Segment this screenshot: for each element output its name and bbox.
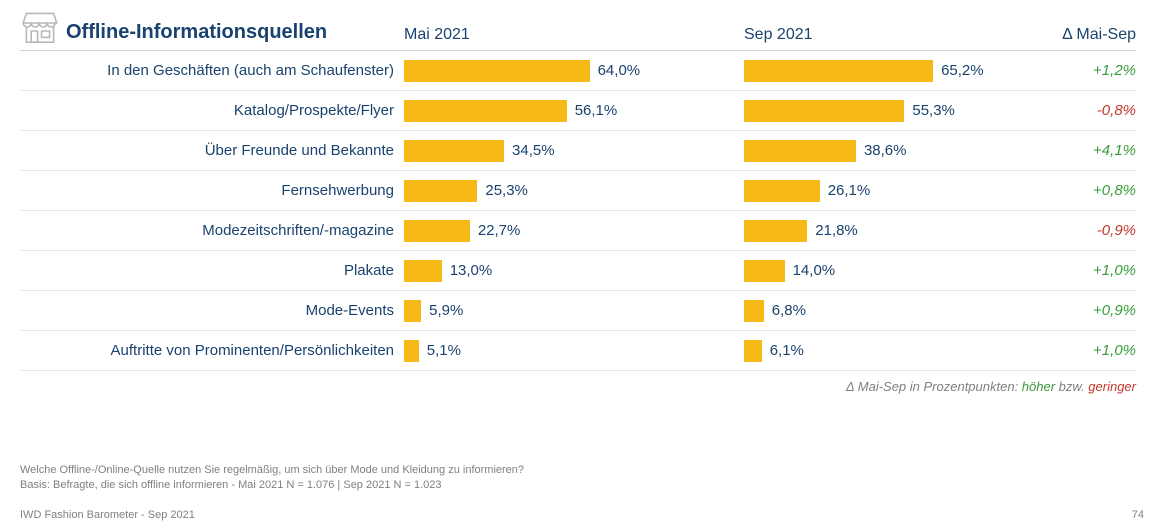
column-header-mai: Mai 2021 — [404, 26, 694, 44]
bar-value-sep: 26,1% — [828, 182, 871, 199]
table-row: Modezeitschriften/-magazine 22,7% 21,8% -0,… — [20, 211, 1136, 251]
bar-sep — [744, 300, 764, 322]
bar-cell-mai: 56,1% — [404, 91, 694, 130]
table-row: Plakate 13,0% 14,0% +1,0% — [20, 251, 1136, 291]
bar-mai — [404, 180, 477, 202]
delta-value: -0,8% — [1034, 102, 1136, 119]
slide: Offline-Informationsquellen Mai 2021 Sep… — [0, 0, 1164, 527]
bar-value-mai: 13,0% — [450, 262, 493, 279]
legend-mid: bzw. — [1055, 379, 1088, 394]
row-label: Plakate — [20, 262, 404, 279]
delta-value: +0,9% — [1034, 302, 1136, 319]
bar-cell-mai: 64,0% — [404, 51, 694, 90]
bar-cell-mai: 25,3% — [404, 171, 694, 210]
row-label: Modezeitschriften/-magazine — [20, 222, 404, 239]
bar-value-mai: 5,9% — [429, 302, 463, 319]
legend-higher: höher — [1022, 379, 1055, 394]
row-label: Über Freunde und Bekannte — [20, 142, 404, 159]
footer-page: 74 — [1132, 509, 1144, 521]
legend-prefix: Δ Mai-Sep in Prozentpunkten: — [846, 379, 1022, 394]
bar-mai — [404, 300, 421, 322]
legend-lower: geringer — [1088, 379, 1136, 394]
footer: IWD Fashion Barometer - Sep 2021 74 — [0, 509, 1164, 521]
bar-cell-sep: 55,3% — [744, 91, 1034, 130]
bar-cell-sep: 6,1% — [744, 331, 1034, 370]
bar-value-mai: 22,7% — [478, 222, 521, 239]
store-icon-cell — [20, 10, 64, 44]
table-row: Mode-Events 5,9% 6,8% +0,9% — [20, 291, 1136, 331]
bar-cell-sep: 21,8% — [744, 211, 1034, 250]
bar-value-mai: 64,0% — [598, 62, 641, 79]
bar-cell-sep: 26,1% — [744, 171, 1034, 210]
bar-mai — [404, 140, 504, 162]
bar-sep — [744, 100, 904, 122]
bar-sep — [744, 220, 807, 242]
bar-value-sep: 55,3% — [912, 102, 955, 119]
footnote-question: Welche Offline-/Online-Quelle nutzen Sie… — [20, 463, 524, 478]
row-label: Katalog/Prospekte/Flyer — [20, 102, 404, 119]
delta-value: -0,9% — [1034, 222, 1136, 239]
bar-value-mai: 25,3% — [485, 182, 528, 199]
bar-cell-mai: 5,9% — [404, 291, 694, 330]
row-label: Auftritte von Prominenten/Persönlichkeit… — [20, 342, 404, 359]
bar-value-sep: 14,0% — [793, 262, 836, 279]
bar-value-sep: 38,6% — [864, 142, 907, 159]
bar-cell-sep: 6,8% — [744, 291, 1034, 330]
bar-sep — [744, 260, 785, 282]
footer-source: IWD Fashion Barometer - Sep 2021 — [20, 509, 195, 521]
bar-mai — [404, 100, 567, 122]
bar-value-sep: 6,1% — [770, 342, 804, 359]
chart-title: Offline-Informationsquellen — [64, 21, 404, 44]
bar-sep — [744, 180, 820, 202]
bar-value-mai: 56,1% — [575, 102, 618, 119]
bar-cell-mai: 22,7% — [404, 211, 694, 250]
table-row: Auftritte von Prominenten/Persönlichkeit… — [20, 331, 1136, 371]
bar-value-mai: 5,1% — [427, 342, 461, 359]
footnotes: Welche Offline-/Online-Quelle nutzen Sie… — [20, 463, 524, 493]
bar-value-sep: 65,2% — [941, 62, 984, 79]
bar-sep — [744, 140, 856, 162]
table-row: Über Freunde und Bekannte 34,5% 38,6% +4,1% — [20, 131, 1136, 171]
bar-mai — [404, 60, 590, 82]
bar-cell-sep: 65,2% — [744, 51, 1034, 90]
store-icon — [20, 10, 60, 44]
bar-cell-sep: 38,6% — [744, 131, 1034, 170]
row-label: In den Geschäften (auch am Schaufenster) — [20, 62, 404, 79]
bar-cell-mai: 34,5% — [404, 131, 694, 170]
row-label: Mode-Events — [20, 302, 404, 319]
table-row: Fernsehwerbung 25,3% 26,1% +0,8% — [20, 171, 1136, 211]
bar-value-mai: 34,5% — [512, 142, 555, 159]
delta-value: +1,0% — [1034, 342, 1136, 359]
bar-sep — [744, 340, 762, 362]
column-header-sep: Sep 2021 — [744, 26, 1034, 44]
bar-cell-sep: 14,0% — [744, 251, 1034, 290]
bar-mai — [404, 220, 470, 242]
delta-value: +1,0% — [1034, 262, 1136, 279]
table-row: In den Geschäften (auch am Schaufenster)… — [20, 51, 1136, 91]
table-row: Katalog/Prospekte/Flyer 56,1% 55,3% -0,8% — [20, 91, 1136, 131]
chart-header: Offline-Informationsquellen Mai 2021 Sep… — [20, 10, 1136, 51]
delta-legend: Δ Mai-Sep in Prozentpunkten: höher bzw. … — [20, 379, 1136, 394]
chart-rows: In den Geschäften (auch am Schaufenster)… — [20, 51, 1136, 371]
row-label: Fernsehwerbung — [20, 182, 404, 199]
delta-value: +0,8% — [1034, 182, 1136, 199]
column-header-delta: Δ Mai-Sep — [1034, 26, 1136, 44]
delta-value: +1,2% — [1034, 62, 1136, 79]
bar-sep — [744, 60, 933, 82]
bar-mai — [404, 260, 442, 282]
bar-value-sep: 21,8% — [815, 222, 858, 239]
bar-value-sep: 6,8% — [772, 302, 806, 319]
footnote-base: Basis: Befragte, die sich offline inform… — [20, 478, 524, 493]
bar-cell-mai: 5,1% — [404, 331, 694, 370]
bar-mai — [404, 340, 419, 362]
bar-cell-mai: 13,0% — [404, 251, 694, 290]
delta-value: +4,1% — [1034, 142, 1136, 159]
